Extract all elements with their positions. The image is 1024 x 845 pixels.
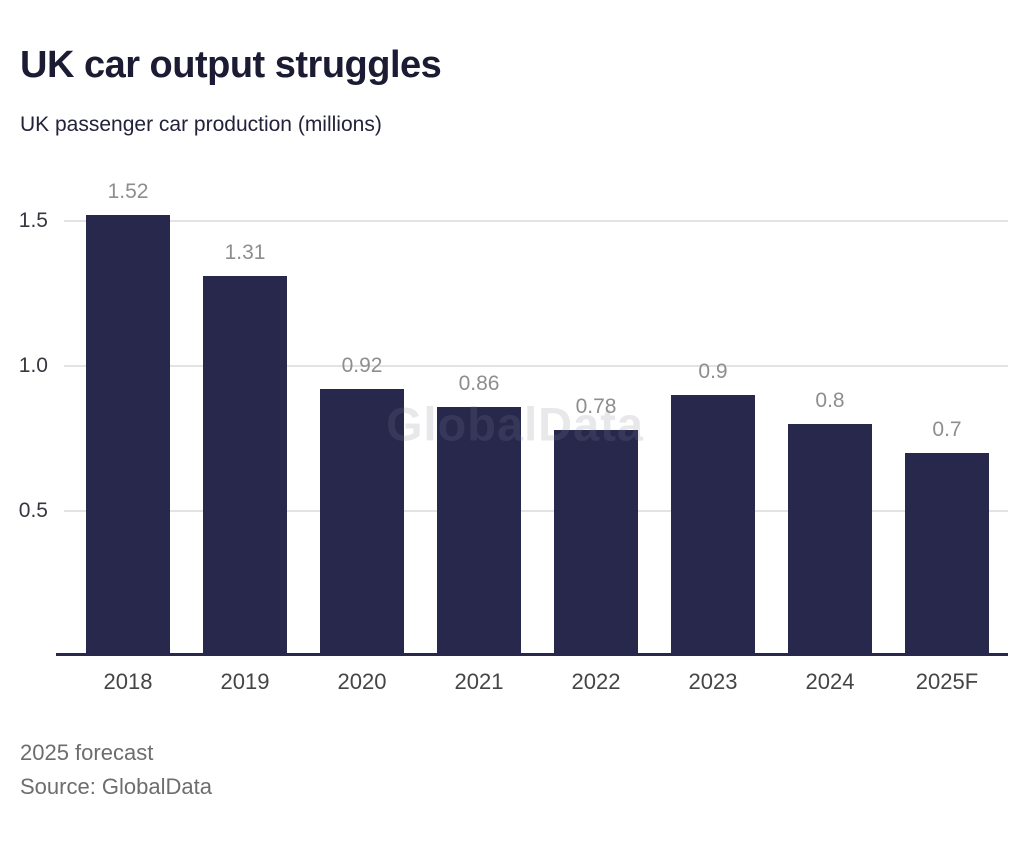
y-axis-tick-label: 1.5 bbox=[18, 209, 48, 232]
bar-2020 bbox=[320, 389, 404, 654]
source-note: Source: GlobalData bbox=[20, 774, 212, 799]
x-axis-tick-label: 2025F bbox=[915, 669, 979, 694]
bar-2018 bbox=[86, 215, 170, 654]
y-axis-tick-label: 1.0 bbox=[18, 354, 48, 377]
bar-2025F bbox=[905, 453, 989, 654]
x-axis-tick-label: 2020 bbox=[337, 669, 387, 694]
bar-value-label: 1.52 bbox=[107, 180, 149, 204]
chart-title: UK car output struggles bbox=[20, 44, 442, 86]
x-axis-tick-label: 2019 bbox=[220, 669, 270, 694]
x-axis-tick-label: 2021 bbox=[454, 669, 504, 694]
x-axis-baseline bbox=[56, 653, 1008, 656]
y-gridline bbox=[64, 365, 1008, 367]
chart-subtitle: UK passenger car production (millions) bbox=[20, 113, 382, 136]
bar-2024 bbox=[788, 424, 872, 654]
bar-2022 bbox=[554, 429, 638, 654]
bar-value-label: 0.86 bbox=[458, 371, 500, 395]
bar-value-label: 0.8 bbox=[815, 389, 845, 412]
forecast-note: 2025 forecast bbox=[20, 740, 154, 765]
x-axis-tick-label: 2023 bbox=[688, 669, 738, 694]
bar-value-label: 0.92 bbox=[341, 354, 383, 378]
bar-value-label: 0.9 bbox=[698, 360, 728, 383]
y-axis-tick-label: 0.5 bbox=[18, 499, 48, 522]
bar-value-label: 1.31 bbox=[224, 241, 266, 265]
y-gridline bbox=[64, 510, 1008, 512]
x-axis-tick-label: 2018 bbox=[103, 669, 153, 694]
x-axis-tick-label: 2022 bbox=[571, 669, 621, 694]
bar-2019 bbox=[203, 276, 287, 654]
bar-2023 bbox=[671, 395, 755, 654]
bar-value-label: 0.7 bbox=[932, 418, 962, 441]
bar-value-label: 0.78 bbox=[575, 394, 617, 418]
x-axis-tick-label: 2024 bbox=[805, 669, 855, 694]
bar-2021 bbox=[437, 406, 521, 654]
y-gridline bbox=[64, 220, 1008, 222]
